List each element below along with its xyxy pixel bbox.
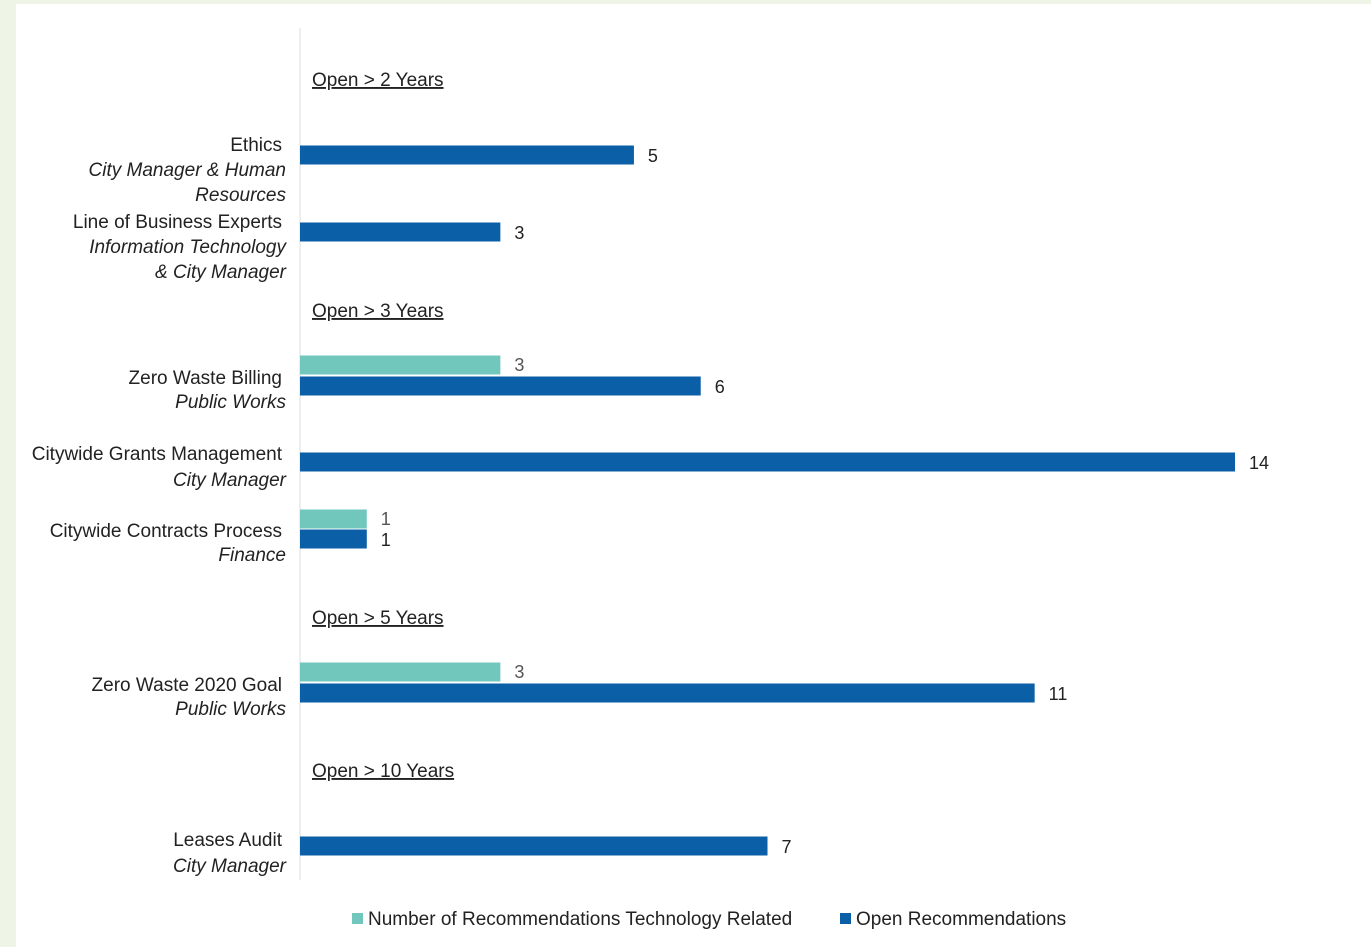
department-label: Finance [218,545,286,566]
open-recommendations-bar [300,222,501,242]
group-title: Open > 5 Years [312,608,444,629]
open-recommendations-bar [300,683,1035,703]
chart-panel: Open > 2 Years Ethics City Manager & Human… [16,4,1371,947]
tech-related-bar [300,355,501,375]
department-label: Information Technology [89,237,287,258]
group-title: Open > 3 Years [312,301,444,322]
category-label: Zero Waste 2020 Goal [92,675,282,696]
open-recommendations-bar [300,376,701,396]
legend-swatch-tech [352,913,363,924]
department-label: Public Works [175,392,286,413]
open-recommendations-bar [300,836,768,856]
open-recommendations-value-label: 7 [782,837,792,857]
tech-related-value-label: 3 [514,662,524,682]
category-label: Ethics [230,135,282,156]
open-recommendations-value-label: 3 [514,223,524,243]
department-label: Public Works [175,699,286,720]
group-title: Open > 10 Years [312,761,454,782]
tech-related-value-label: 1 [381,509,391,529]
category-label: Citywide Grants Management [32,444,283,465]
open-recommendations-bar [300,145,634,165]
department-label: City Manager [173,470,287,491]
legend-label-tech: Number of Recommendations Technology Rel… [368,909,792,930]
department-label: City Manager & Human [89,160,286,181]
department-label: Resources [195,185,286,206]
legend-label-open: Open Recommendations [856,909,1066,930]
open-recommendations-value-label: 6 [715,377,725,397]
group-title: Open > 2 Years [312,70,444,91]
category-label: Citywide Contracts Process [50,521,282,542]
tech-related-bar [300,509,367,529]
category-label: Line of Business Experts [73,212,282,233]
tech-related-bar [300,662,501,682]
open-recommendations-bar [300,529,367,549]
category-label: Leases Audit [173,830,283,851]
category-label: Zero Waste Billing [129,368,282,389]
tech-related-value-label: 3 [514,355,524,375]
legend-swatch-open [840,913,851,924]
open-recommendations-value-label: 1 [381,530,391,550]
department-label: City Manager [173,856,287,877]
open-recommendations-value-label: 5 [648,146,658,166]
bar-chart: Open > 2 Years Ethics City Manager & Human… [32,28,1269,930]
open-recommendations-value-label: 14 [1249,453,1269,473]
open-recommendations-bar [300,452,1235,472]
open-recommendations-value-label: 11 [1049,684,1068,704]
department-label: & City Manager [155,262,287,283]
